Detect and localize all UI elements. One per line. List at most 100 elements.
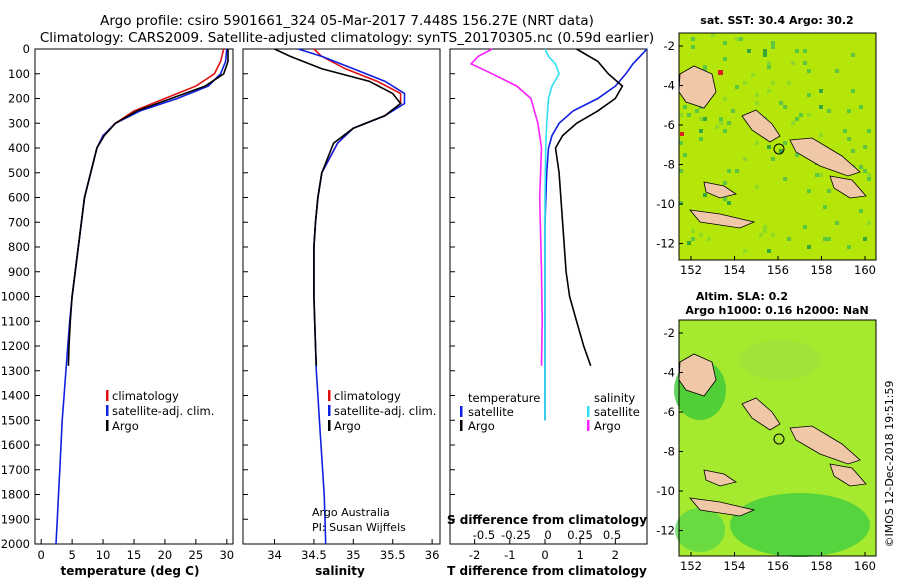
depth-tick-label: 1200 <box>1 339 30 353</box>
legend-swatch-climatology <box>106 390 109 401</box>
sst-cell <box>795 153 799 157</box>
sst-cell <box>727 169 731 173</box>
depth-tick-label: 1900 <box>1 512 30 526</box>
top-tick-label: -0.25 <box>501 528 531 542</box>
depth-axis: 0 100 200 300 400 500 600 700 800 900 1000 1100 1200… <box>1 42 455 551</box>
map-y-tick-label: -2 <box>664 326 675 340</box>
sst-cell <box>763 225 767 229</box>
sst-cell <box>691 37 695 41</box>
temperature-legend: climatology satellite-adj. clim. Argo <box>106 389 214 433</box>
legend-label-satellite: satellite-adj. clim. <box>112 404 214 418</box>
map-x-tick-label: 156 <box>767 559 789 573</box>
depth-tick-label: 900 <box>8 265 30 279</box>
map-x-tick-label: 158 <box>811 559 833 573</box>
sst-cell <box>867 129 871 133</box>
sst-cell <box>743 81 747 85</box>
sst-cell <box>787 237 791 241</box>
map-y-tick-label: -12 <box>656 237 675 251</box>
depth-tick-label: 200 <box>8 92 30 106</box>
sst-cell <box>843 129 847 133</box>
sst-cell <box>847 109 851 113</box>
map-y-tick-label: -8 <box>664 445 675 459</box>
series-line-temperature-argo <box>554 48 624 367</box>
series-line-salinity-argo <box>469 48 544 366</box>
sst-cell <box>763 53 767 57</box>
sst-cell <box>755 141 759 145</box>
top-tick-label: -0.5 <box>473 528 495 542</box>
map-x-tick-label: 160 <box>854 559 876 573</box>
sst-cell <box>795 117 799 121</box>
legend-swatch-sal-argo <box>587 420 590 431</box>
depth-tick-label: 600 <box>8 191 30 205</box>
temperature-lines <box>55 48 229 545</box>
sst-cell <box>799 113 803 117</box>
sst-cell <box>867 221 871 225</box>
salinity-panel: 34 34.5 35 35.5 36 salinity climatology sate… <box>242 48 441 578</box>
depth-tick-label: 1300 <box>1 364 30 378</box>
figure-title-line-2: Climatology: CARS2009. Satellite-adjuste… <box>40 30 654 46</box>
depth-tick-label: 400 <box>8 141 30 155</box>
legend-label-temp-satellite: satellite <box>468 405 514 419</box>
map-y-tick-label: -10 <box>656 197 675 211</box>
legend-swatch-satellite <box>106 405 109 416</box>
sst-cell <box>711 33 715 37</box>
argo-float-marker-sla <box>773 433 785 445</box>
x-tick-label: 0 <box>38 548 45 562</box>
sst-cell <box>835 221 839 225</box>
difference-top-label: S difference from climatology <box>447 513 647 527</box>
legend-label-climatology: climatology <box>112 389 179 403</box>
legend-label-temp-argo: Argo <box>468 419 495 433</box>
sst-cell <box>859 105 863 109</box>
sst-cell <box>683 105 687 109</box>
legend-swatch-temp-argo <box>460 420 463 431</box>
salinity-x-label: salinity <box>315 564 365 578</box>
sst-cell <box>819 133 823 137</box>
argo-float-marker-sst <box>773 143 785 155</box>
sst-cell <box>679 201 683 205</box>
salinity-lines <box>274 48 406 545</box>
salinity-legend: climatology satellite-adj. clim. Argo <box>328 389 436 433</box>
sla-map-ticks: 152 154 156 158 160 -2 -4 -6 -8 -10 -12 <box>656 326 876 573</box>
x-tick-label: 34.5 <box>301 548 327 562</box>
series-line-climatology <box>71 48 225 297</box>
sst-cell <box>767 65 771 69</box>
difference-top-ticks: -0.5 -0.25 0 0.25 0.5 <box>473 528 621 542</box>
sst-cell <box>767 145 771 149</box>
map-x-tick-label: 152 <box>680 559 702 573</box>
legend-label-sal-argo: Argo <box>594 419 621 433</box>
legend-label-sal-satellite: satellite <box>594 405 640 419</box>
sst-cell <box>731 109 735 113</box>
sst-cell <box>715 125 719 129</box>
sst-cell <box>687 113 691 117</box>
depth-tick-label: 1000 <box>1 290 30 304</box>
sst-cell <box>707 237 711 241</box>
sst-cell <box>779 101 783 105</box>
map-y-tick-label: -10 <box>656 484 675 498</box>
sst-cell <box>679 169 683 173</box>
sst-cell <box>723 57 727 61</box>
sst-cell <box>767 249 771 253</box>
sst-cell <box>759 233 763 237</box>
sst-cell <box>867 177 871 181</box>
sst-cell <box>723 41 727 45</box>
sst-cell <box>727 121 731 125</box>
sst-cell <box>723 97 727 101</box>
sst-cell <box>699 233 703 237</box>
sst-cell <box>851 53 855 57</box>
sst-cell <box>743 157 747 161</box>
legend-swatch-climatology <box>328 390 331 401</box>
difference-panel: -2 -1 0 1 2 T difference from climatology S … <box>447 48 648 578</box>
sst-cell <box>679 113 683 117</box>
depth-tick-label: 100 <box>8 67 30 81</box>
x-tick-label: -1 <box>504 548 515 562</box>
difference-x-label: T difference from climatology <box>447 564 647 578</box>
depth-tick-label: 500 <box>8 166 30 180</box>
sst-cell <box>859 209 863 213</box>
map-x-tick-label: 154 <box>724 559 746 573</box>
legend-swatch-argo <box>328 420 331 431</box>
legend-label-climatology: climatology <box>334 389 401 403</box>
legend-swatch-satellite <box>328 405 331 416</box>
depth-tick-label: 2000 <box>1 537 30 551</box>
sst-cell <box>807 93 811 97</box>
sst-cell <box>739 37 743 41</box>
